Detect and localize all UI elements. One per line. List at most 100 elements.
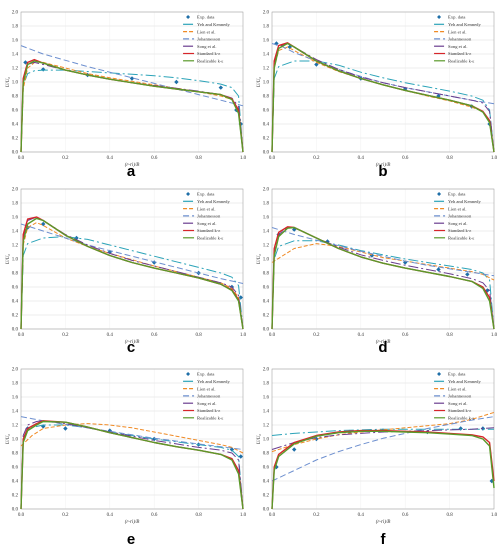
y-tick-label: 0.8 (263, 272, 270, 277)
legend-marker (437, 15, 442, 19)
series-line-realizable-k (20, 420, 244, 510)
series-line-realizable-k (20, 217, 244, 330)
exp-data-point (74, 235, 79, 241)
series-line-yeh-and-kennedy (20, 69, 244, 153)
legend-marker (186, 192, 191, 196)
y-tick-label: 2.0 (263, 11, 270, 16)
y-tick-label: 1.0 (12, 81, 19, 86)
x-tick-label: 0.8 (195, 156, 202, 161)
x-tick-label: 0.4 (107, 156, 114, 161)
legend-label: Yeh and Kennedy (448, 22, 481, 27)
exp-data-point (436, 267, 441, 272)
legend-label: Realizable k-ε (197, 59, 223, 64)
plot-frame (271, 11, 495, 153)
x-tick-label: 0.4 (358, 156, 365, 161)
x-tick-label: 0.0 (269, 513, 276, 518)
series-line-lien-et-al (20, 222, 244, 330)
exp-data-point (465, 272, 470, 277)
y-tick-label: 1.4 (263, 230, 270, 235)
legend: Exp. data Yeh and Kennedy Lien et al. Johan… (434, 192, 481, 241)
y-tick-label: 0.6 (263, 109, 270, 114)
exp-data-point (174, 79, 179, 85)
legend-label: Johannesson (197, 37, 221, 42)
x-tick-label: 0.8 (446, 333, 453, 338)
y-tick-label: 1.6 (12, 216, 19, 221)
plot-frame (20, 188, 244, 330)
y-tick-label: 1.6 (12, 396, 19, 401)
y-tick-label: 1.8 (263, 25, 270, 30)
exp-data-point (129, 76, 135, 81)
y-tick-label: 0.2 (12, 494, 19, 499)
exp-data-point (292, 447, 297, 452)
plot-frame (20, 11, 244, 153)
chart-panel-d: 0.0 0.2 0.4 0.6 0.8 1.0 1.2 1.4 1.6 1.8 2.0 0.0 0.2 0… (257, 188, 498, 356)
legend-label: Lien et al. (197, 29, 216, 34)
y-axis-label: U/U₀ (6, 254, 11, 265)
y-tick-label: 1.0 (263, 258, 270, 263)
y-tick-label: 1.2 (12, 244, 19, 249)
y-tick-label: 1.6 (263, 216, 270, 221)
legend-label: Lien et al. (448, 29, 467, 34)
y-tick-label: 0.4 (12, 480, 19, 485)
legend-label: Yeh and Kennedy (448, 379, 481, 384)
series-line-lien-et-al (20, 423, 244, 454)
legend: Exp. data Yeh and Kennedy Lien et al. Johan… (183, 192, 230, 241)
x-tick-label: 0.8 (446, 513, 453, 518)
x-tick-label: 0.6 (402, 156, 409, 161)
panel-label: e (127, 531, 135, 548)
y-tick-label: 1.4 (12, 410, 19, 415)
plot-frame (271, 368, 495, 510)
legend-label: Standard k-ε (197, 228, 220, 233)
x-tick-label: 1.0 (240, 333, 247, 338)
legend-label: Exp. data (448, 192, 465, 197)
y-tick-label: 1.4 (12, 53, 19, 58)
legend-label: Standard k-ε (448, 228, 471, 233)
y-tick-label: 1.0 (12, 438, 19, 443)
chart-panel-b: 0.0 0.2 0.4 0.6 0.8 1.0 1.2 1.4 1.6 1.8 2.0 0.0 0.2 0… (257, 11, 498, 180)
legend-label: Song et al. (197, 44, 217, 49)
y-axis-label: U/U₀ (6, 434, 11, 445)
x-tick-label: 1.0 (491, 156, 498, 161)
series-line-johannesson (20, 45, 244, 107)
panel-label: b (378, 163, 387, 180)
series-line-standard-k (20, 420, 244, 510)
chart-panel-e: 0.0 0.2 0.4 0.6 0.8 1.0 1.2 1.4 1.6 1.8 2.0 0.0 0.2 0… (6, 368, 247, 548)
y-tick-label: 0.2 (263, 314, 270, 319)
exp-data-point (238, 454, 243, 459)
y-tick-label: 0.6 (12, 109, 19, 114)
x-tick-label: 0.2 (313, 156, 320, 161)
legend: Exp. data Yeh and Kennedy Lien et al. Johan… (434, 15, 481, 64)
y-tick-label: 1.8 (263, 382, 270, 387)
y-tick-label: 0.2 (263, 137, 270, 142)
series-line-realizable-k (271, 226, 495, 330)
y-tick-label: 0.4 (263, 480, 270, 485)
series-line-realizable-k (271, 42, 495, 153)
plot-frame (20, 368, 244, 510)
x-tick-label: 0.0 (18, 333, 25, 338)
x-tick-label: 0.6 (151, 513, 158, 518)
y-tick-label: 1.4 (263, 410, 270, 415)
exp-data-point (41, 221, 46, 227)
exp-data-point (218, 85, 223, 90)
y-tick-label: 1.0 (12, 258, 19, 263)
x-tick-label: 0.6 (402, 333, 409, 338)
x-tick-label: 0.6 (151, 156, 158, 161)
y-tick-label: 1.2 (263, 67, 270, 72)
y-tick-label: 0.0 (12, 508, 19, 513)
legend-label: Lien et al. (448, 206, 467, 211)
series-line-realizable-k (271, 430, 495, 510)
legend-marker (437, 372, 442, 376)
series-line-johannesson (20, 416, 244, 450)
legend-label: Lien et al. (197, 206, 216, 211)
exp-data-point (41, 67, 46, 72)
x-tick-label: 0.0 (269, 333, 276, 338)
legend-label: Song et al. (197, 401, 217, 406)
legend-label: Realizable k-ε (448, 59, 474, 64)
legend-label: Realizable k-ε (448, 236, 474, 241)
y-tick-label: 0.0 (263, 508, 270, 513)
legend-label: Song et al. (448, 44, 468, 49)
series-line-song-et-al (20, 61, 244, 153)
y-tick-label: 2.0 (12, 188, 19, 193)
x-tick-label: 0.4 (107, 333, 114, 338)
